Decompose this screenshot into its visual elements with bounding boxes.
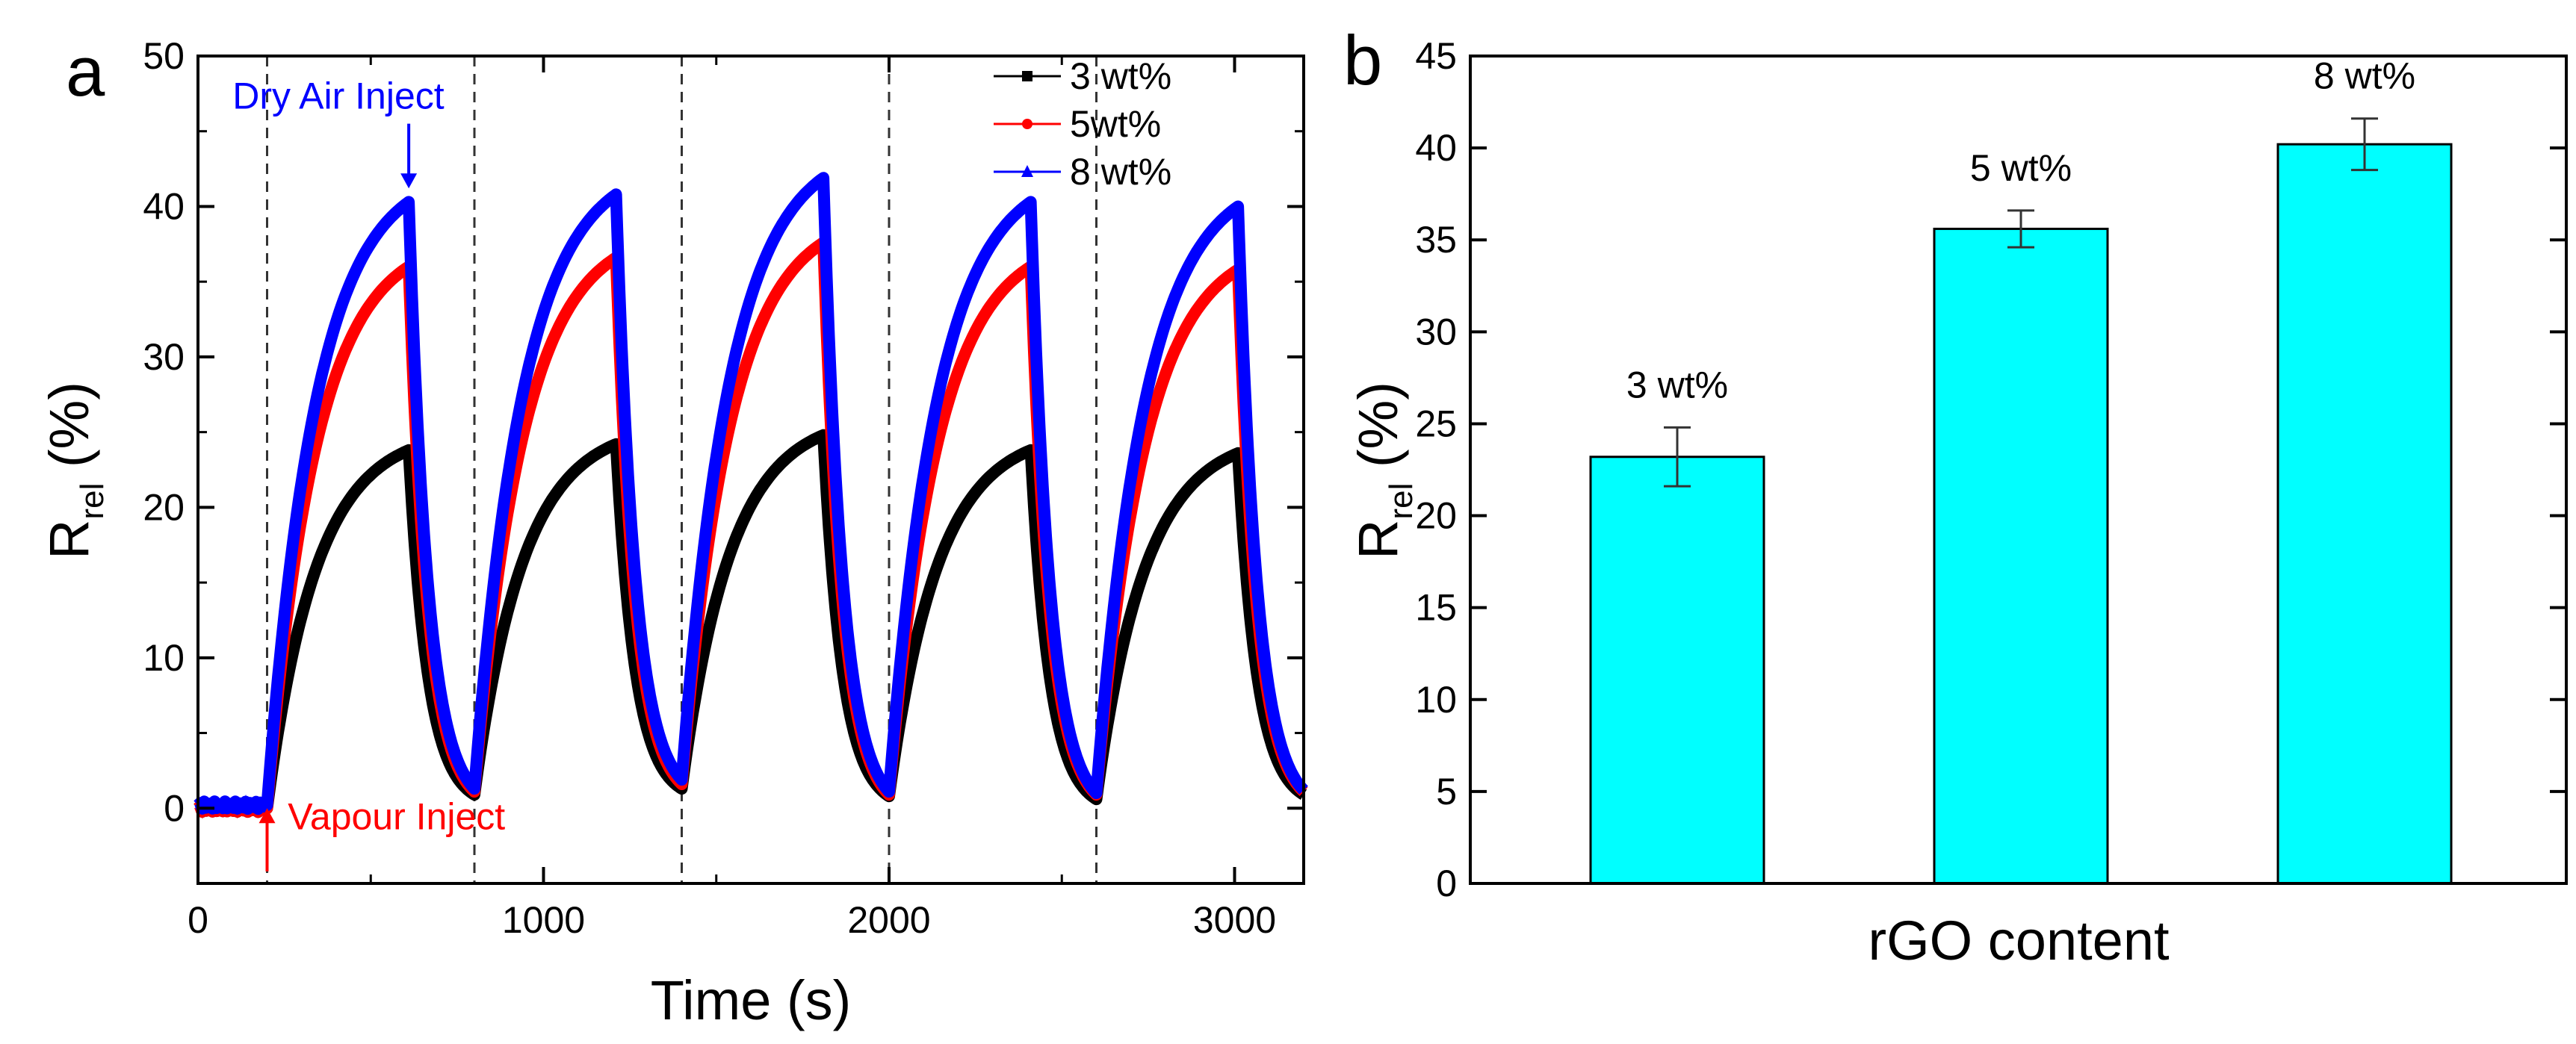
- x-tick-label: 0: [188, 899, 208, 941]
- y-axis-label-a: Rrel (%): [38, 382, 111, 559]
- annotation-arrow-head: [400, 173, 418, 189]
- y-axis-ticks-b: 0 5 10 15 20 25 30 35 40 45: [1415, 35, 2566, 904]
- x-tick-label: 3000: [1193, 899, 1276, 941]
- y-tick-label: 0: [1436, 863, 1457, 904]
- legend-a: 3 wt% 5wt% 8 wt%: [994, 55, 1171, 193]
- x-axis-ticks-a: 0 1000 2000 3000: [188, 56, 1276, 941]
- legend-label-5wt: 5wt%: [1070, 103, 1161, 145]
- y-tick-label: 15: [1415, 587, 1457, 629]
- bar-data-label: 3 wt%: [1626, 364, 1728, 406]
- annotations: Dry Air Inject Vapour Inject: [232, 75, 505, 871]
- plot-frame-b: [1469, 55, 2568, 885]
- y-tick-label: 40: [143, 185, 185, 227]
- series-lines: [193, 172, 1309, 820]
- series-markers-5wt: [196, 238, 1306, 820]
- y-tick-label: 50: [143, 35, 185, 77]
- annotation-text-vapour-inject: Vapour Inject: [288, 795, 505, 837]
- y-tick-label: 10: [143, 637, 185, 679]
- bar-3-wt: [1589, 456, 1765, 885]
- y-tick-label: 30: [1415, 311, 1457, 352]
- bar-8-wt: [2276, 143, 2453, 885]
- x-tick-label: 2000: [847, 899, 930, 941]
- series-line-5wt: [193, 236, 1309, 818]
- bar-5-wt: [1933, 227, 2109, 885]
- y-tick-label: 20: [143, 486, 185, 528]
- x-axis-label-a: Time (s): [651, 969, 852, 1031]
- bars: 3 wt% 5 wt% 8 wt%: [1589, 55, 2453, 885]
- bar-data-label: 5 wt%: [1970, 147, 2072, 189]
- panel-a-label: a: [66, 32, 105, 111]
- panel-a: a 0 10 20 30 40 50 0 1000 2000 3000 Rrel (%) Tim…: [38, 32, 1309, 1031]
- annotation-text-dry-air-inject: Dry Air Inject: [232, 75, 445, 117]
- panel-b: b 3 wt% 5 wt% 8 wt% 0 5 10 15 20 25 30 35 40 45 Rre…: [1343, 21, 2568, 972]
- x-tick-label: 1000: [502, 899, 585, 941]
- y-axis-label-b: Rrel (%): [1347, 382, 1419, 559]
- series-markers-8-wt: [196, 173, 1306, 817]
- legend-circle-marker: [1022, 119, 1032, 129]
- y-tick-label: 35: [1415, 219, 1457, 261]
- y-tick-label: 45: [1415, 35, 1457, 77]
- series-line-3-wt: [193, 429, 1309, 818]
- x-axis-label-b: rGO content: [1868, 910, 2170, 972]
- y-tick-label: 10: [1415, 679, 1457, 721]
- y-tick-label: 5: [1436, 771, 1457, 812]
- y-tick-label: 25: [1415, 403, 1457, 444]
- legend-label-3-wt: 3 wt%: [1070, 55, 1171, 97]
- plot-frame-a: [196, 55, 1305, 885]
- y-axis-ticks-a: 0 10 20 30 40 50: [143, 35, 1304, 885]
- annotation-arrow-head: [258, 808, 276, 824]
- legend-label-8-wt: 8 wt%: [1070, 151, 1171, 193]
- bar-data-label: 8 wt%: [2314, 55, 2415, 97]
- y-tick-label: 40: [1415, 127, 1457, 169]
- y-tick-label: 20: [1415, 495, 1457, 537]
- legend-square-marker: [1022, 71, 1032, 81]
- y-tick-label: 0: [164, 787, 185, 829]
- panel-b-label: b: [1343, 21, 1382, 99]
- y-tick-label: 30: [143, 336, 185, 378]
- legend-triangle-marker: [1021, 165, 1033, 177]
